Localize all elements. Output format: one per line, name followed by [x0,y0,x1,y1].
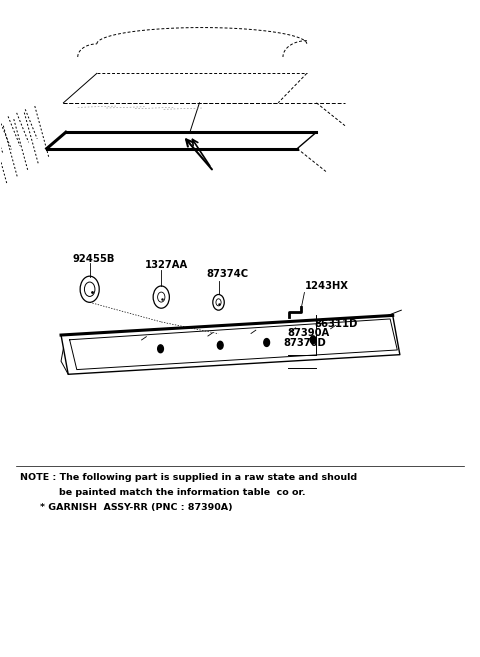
Text: 86311D: 86311D [314,319,357,329]
Circle shape [264,338,270,346]
Circle shape [217,342,223,349]
Text: 1327AA: 1327AA [144,260,188,270]
Text: * GARNISH  ASSY-RR (PNC : 87390A): * GARNISH ASSY-RR (PNC : 87390A) [39,503,232,512]
Text: be painted match the information table  co or.: be painted match the information table c… [59,488,305,497]
Circle shape [157,345,163,353]
Text: 87390A: 87390A [288,328,330,338]
Text: 87370D: 87370D [283,338,326,348]
Text: 1243HX: 1243HX [304,281,348,291]
Text: 87374C: 87374C [206,269,249,279]
Circle shape [310,336,316,344]
Text: 92455B: 92455B [72,254,114,263]
Text: NOTE : The following part is supplied in a raw state and should: NOTE : The following part is supplied in… [21,473,358,482]
